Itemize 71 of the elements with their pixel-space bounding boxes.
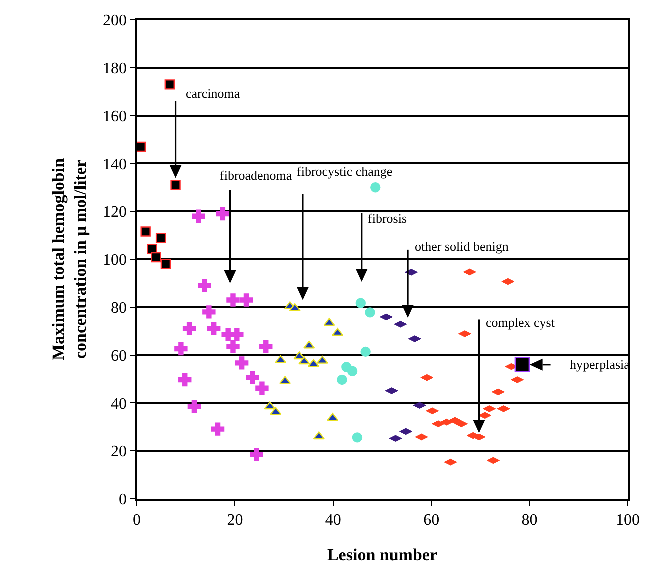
- y-tick-label: 20: [111, 444, 128, 461]
- point: [264, 402, 276, 410]
- point: [514, 357, 530, 372]
- point: [178, 373, 192, 387]
- annotation: other solid benign: [415, 239, 510, 254]
- point: [304, 340, 316, 349]
- y-tick-label: 80: [111, 300, 128, 317]
- annotation: fibrocystic change: [297, 164, 393, 179]
- y-axis-title: Maximum total hemoglobin concentration in µ mol/liter: [49, 158, 90, 361]
- point: [211, 422, 225, 436]
- annotation: fibrosis: [368, 211, 407, 226]
- annotation: complex cyst: [486, 315, 556, 330]
- point: [151, 252, 162, 263]
- point: [260, 340, 273, 354]
- point: [137, 142, 146, 152]
- annotation: fibroadenoma: [220, 168, 292, 183]
- point: [327, 413, 339, 422]
- point: [140, 226, 151, 237]
- y-tick-label: 0: [119, 492, 128, 509]
- annotation: carcinoma: [186, 86, 240, 101]
- y-tick-label: 120: [103, 204, 128, 222]
- x-tick-label: 60: [424, 512, 440, 529]
- x-tick-label: 80: [522, 512, 538, 529]
- y-tick-label: 40: [111, 396, 128, 413]
- point: [226, 340, 240, 354]
- point: [270, 407, 282, 416]
- point: [313, 432, 325, 440]
- point: [226, 294, 240, 307]
- x-tick-label: 100: [616, 512, 640, 529]
- point: [347, 366, 358, 376]
- point: [216, 207, 230, 221]
- point: [324, 318, 336, 326]
- point: [370, 182, 381, 193]
- point: [337, 374, 348, 386]
- y-tick-label: 60: [111, 348, 128, 365]
- point: [182, 322, 196, 336]
- y-tick-label: 160: [103, 108, 128, 126]
- point: [356, 298, 366, 308]
- point: [275, 355, 287, 364]
- y-tick-label: 200: [103, 12, 128, 30]
- x-axis-title: Lesion number: [327, 546, 438, 564]
- point: [207, 322, 221, 336]
- point: [188, 400, 202, 414]
- point: [332, 328, 344, 336]
- point: [352, 432, 363, 443]
- x-tick-label: 0: [133, 512, 141, 529]
- point: [198, 279, 212, 292]
- point: [316, 356, 328, 364]
- y-tick-label: 140: [103, 156, 128, 174]
- point: [365, 308, 376, 318]
- point: [164, 80, 175, 90]
- point: [240, 294, 254, 307]
- point: [235, 356, 249, 370]
- point: [360, 346, 371, 358]
- point: [156, 233, 166, 244]
- point: [298, 356, 310, 365]
- point: [192, 210, 206, 223]
- point: [246, 370, 260, 384]
- y-tick-label: 180: [103, 60, 128, 78]
- point: [170, 180, 181, 190]
- point: [202, 306, 216, 319]
- y-tick-label: 100: [103, 252, 128, 270]
- point: [147, 244, 158, 254]
- point: [174, 342, 188, 356]
- point: [294, 352, 306, 360]
- x-tick-label: 20: [227, 512, 244, 529]
- point: [256, 382, 269, 395]
- point: [230, 328, 244, 342]
- point: [160, 259, 172, 270]
- point: [250, 448, 264, 462]
- x-tick-label: 40: [325, 512, 342, 529]
